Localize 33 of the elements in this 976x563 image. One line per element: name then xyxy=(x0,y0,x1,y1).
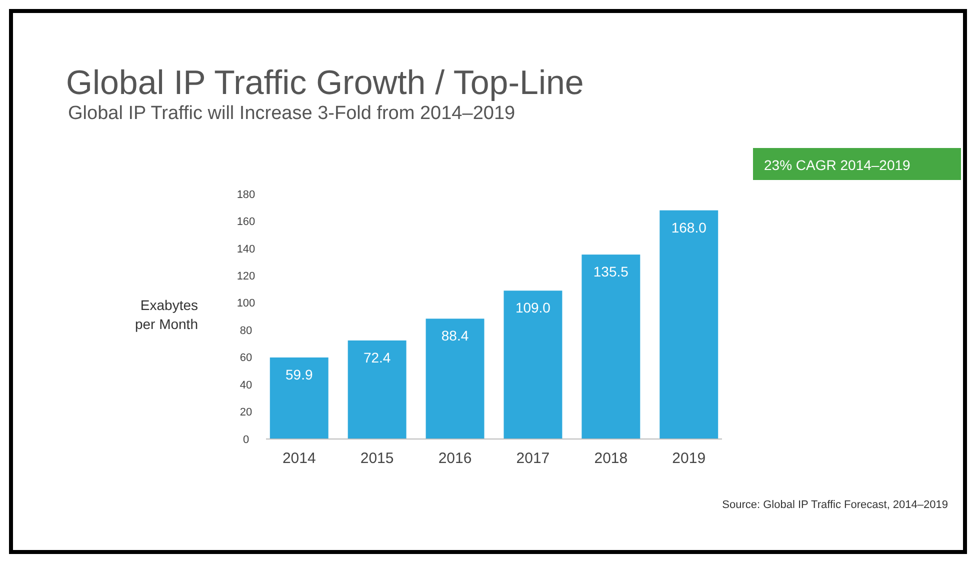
bar xyxy=(660,210,718,439)
y-tick-label: 20 xyxy=(240,406,252,419)
data-label: 59.9 xyxy=(286,366,313,382)
x-tick-label: 2016 xyxy=(438,450,472,467)
chart-subtitle: Global IP Traffic will Increase 3-Fold from 2014–2019 xyxy=(68,103,516,124)
y-tick-label: 100 xyxy=(236,298,256,310)
bar xyxy=(426,318,484,439)
data-label: 72.4 xyxy=(363,349,391,366)
x-tick-label: 2017 xyxy=(516,450,550,467)
chart-title: Global IP Traffic Growth / Top-Line xyxy=(66,64,584,102)
y-tick-label: 160 xyxy=(236,216,256,228)
y-tick-label: 140 xyxy=(236,243,256,256)
bar xyxy=(504,290,562,439)
y-tick-label: 120 xyxy=(236,270,256,283)
x-tick-label: 2018 xyxy=(594,450,628,467)
y-tick-label: 40 xyxy=(240,379,252,392)
data-label: 109.0 xyxy=(515,300,551,316)
y-axis-title: Exabytes per Month xyxy=(134,297,198,332)
x-tick-label: 2015 xyxy=(360,450,394,467)
data-label: 135.5 xyxy=(593,264,629,280)
data-label: 88.4 xyxy=(441,328,469,344)
y-tick-label: 180 xyxy=(236,188,256,201)
x-tick-label: 2014 xyxy=(282,450,316,467)
source-note: Source: Global IP Traffic Forecast, 2014–2019 xyxy=(722,499,948,511)
bar xyxy=(270,357,328,439)
x-tick-label: 2019 xyxy=(672,450,706,467)
y-tick-label: 80 xyxy=(240,324,252,337)
bar xyxy=(582,254,640,439)
bar xyxy=(348,340,406,439)
y-tick-label: 0 xyxy=(242,434,250,446)
text: 23% CAGR 2014–2019 xyxy=(764,157,911,173)
data-label: 168.0 xyxy=(671,219,707,236)
y-tick-label: 60 xyxy=(240,352,252,364)
